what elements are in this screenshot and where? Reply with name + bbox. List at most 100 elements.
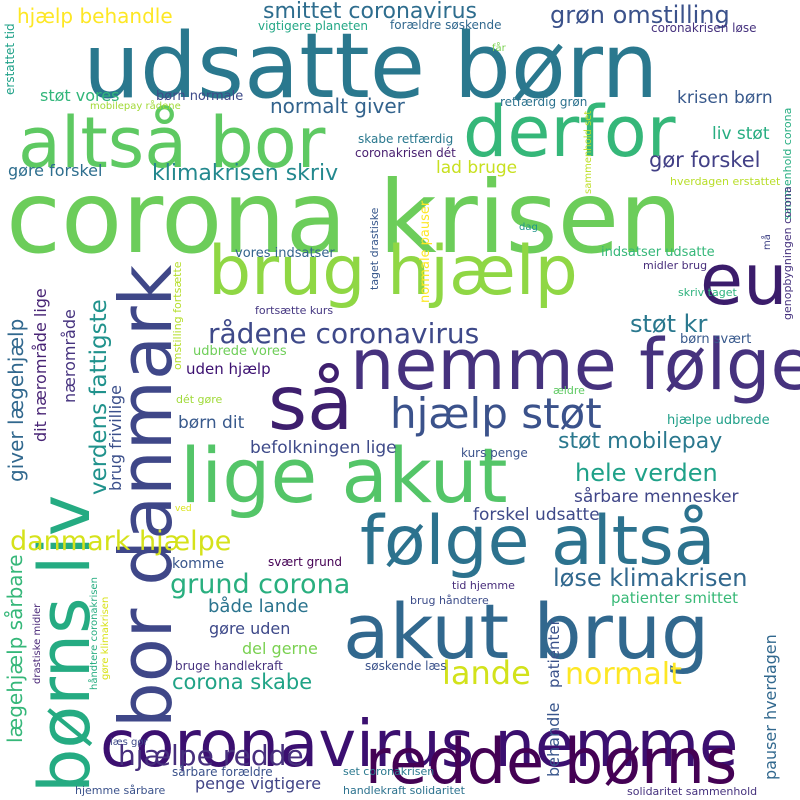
word-saarbare-foraeldre: sårbare forældre [172,765,273,779]
word-normale-pauser: normale pauser [418,200,433,303]
word-laegehjaelp-saarbare: lægehjælp sårbare [3,554,27,743]
word-set-coronakrisen: set coronakrisen [343,765,435,778]
word-tid-hjemme: tid hjemme [452,579,515,592]
word-danmark-hjaelpe: danmark hjælpe [10,526,232,557]
word-brug-frivillige: brug frivillige [106,384,125,491]
word-del-gerne: del gerne [242,639,318,658]
word-befolkningen-lige: befolkningen lige [250,438,397,458]
word-hjaelp-stoet: hjælp støt [390,389,602,438]
word-aeldre: ældre [553,384,585,397]
word-goere-klimakrisen: gøre klimakrisen [100,596,111,680]
word-udsatte-boern: udsatte børn [83,14,659,119]
word-grund-corona: grund corona [170,569,351,600]
word-naeromraade: nærområde [60,309,79,403]
word-soeskende-laes: søskende læs [365,659,447,673]
word-hverdagen-erstattet: hverdagen erstattet [670,175,781,188]
word-groen-omstilling: grøn omstilling [550,1,730,29]
word-sammenhold-set: sammenhold set [583,110,594,194]
word-stoet-kr: støt kr [630,310,708,338]
word-klimakrisen-skriv: klimakrisen skriv [152,161,339,186]
word-patienter: patienter [545,619,563,688]
word-taget-drastiske: taget drastiske [368,207,381,290]
word-foraeldre-soeskende: forældre søskende [390,18,502,32]
word-baade-lande: både lande [208,596,309,617]
word-krisen-boern: krisen børn [677,88,773,108]
word-maa: må [762,234,773,250]
word-omstilling-fortsaette: omstilling fortsætte [171,261,184,370]
word-handlekraft-solidaritet: handlekraft solidaritet [343,784,465,797]
word-fortsaette-kurs: fortsætte kurs [255,304,334,317]
word-raadene-coronavirus: rådene coronavirus [208,317,480,350]
word-normalt-giver: normalt giver [270,94,405,118]
word-brug-haandtere: brug håndtere [410,594,489,607]
word-midler-brug: midler brug [643,259,708,272]
word-stoet-vores: støt vores [40,86,120,105]
word-nemme-foelge: nemme følge [350,324,800,406]
word-dag: dag [519,222,538,233]
word-bruge-handlekraft: bruge handlekraft [175,659,283,673]
word-foelge-altsaa: følge altså [360,502,716,581]
word-forskel-udsatte: forskel udsatte [473,505,600,525]
word-retfaerdig-groen: retfærdig grøn [500,95,588,109]
word-akut-brug: akut brug [343,587,710,676]
word-faar: får [492,43,506,54]
word-saarbare-mennesker: sårbare mennesker [574,487,739,507]
word-brug-hjaelp: brug hjælp [208,232,578,311]
word-kurs-penge: kurs penge [461,446,528,460]
word-lad-bruge: lad bruge [436,158,518,178]
word-giver-laegehjaelp: giver lægehjælp [4,318,28,482]
word-loese-klimakrisen: løse klimakrisen [553,564,748,592]
word-haandtere-coronakrisen: håndtere coronakrisen [89,577,100,690]
word-patienter-smittet: patienter smittet [611,589,739,607]
word-svaert-grund: svært grund [268,555,342,569]
word-vigtigere-planeten: vigtigere planeten [258,19,368,33]
word-genopbygningen-corona: genopbygningen corona [781,186,794,320]
word-altsaa-bor: altså bor [18,102,326,184]
word-solidaritet-sammenhold: solidaritet sammenhold [627,785,758,798]
word-vores-indsatser: vores indsatser [235,246,335,261]
word-corona-krisen: corona krisen [6,159,683,276]
word-hjaelpe-udbrede: hjælpe udbrede [667,413,770,428]
word-pauser-hverdagen: pauser hverdagen [761,634,780,780]
word-normalt: normalt [565,657,682,692]
word-dit-naeromraade-lige: dit nærområde lige [31,288,50,442]
word-goere-forskel: gøre forskel [8,161,103,180]
word-ved: ved [175,504,192,514]
word-det-goere: dét gøre [176,393,223,406]
word-stoet-mobilepay: støt mobilepay [558,429,723,454]
word-boern-dit: børn dit [178,413,245,433]
word-drastiske-midler: drastiske midler [32,603,43,684]
word-corona-skabe: corona skabe [172,670,313,694]
word-hjemme-saarbare: hjemme sårbare [75,784,166,797]
word-boern-normale: børn normale [156,89,244,104]
word-eu: eu [700,239,788,321]
word-lande: lande [442,654,531,692]
word-erstattet-tid: erstattet tid [3,23,17,95]
word-derfor: derfor [463,91,676,173]
word-behandle: behandle [544,702,563,777]
word-hjaelpe-redde: hjælpe redde [118,739,304,772]
word-boern-svaert: børn svært [680,332,752,347]
word-coronakrisen-loese: coronakrisen løse [651,21,757,35]
word-lige-akut: lige akut [180,431,508,520]
word-smittet-coronavirus: smittet coronavirus [263,0,477,24]
word-hele-verden: hele verden [575,459,718,487]
word-udbrede-vores: udbrede vores [193,344,287,359]
word-uden-hjaelp: uden hjælp [186,360,271,378]
word-indsatser-udsatte: indsatser udsatte [601,245,715,260]
word-penge-vigtigere: penge vigtigere [195,774,322,793]
word-saa: så [268,359,354,447]
word-mobilepay-raadene: mobilepay rådene [90,101,181,112]
word-coronakrisen-det: coronakrisen dét [355,146,456,160]
word-liv-stoet: liv støt [712,124,770,144]
word-laes-goer: læs gør [110,737,148,748]
word-skabe-retfaerdig: skabe retfærdig [358,132,454,146]
word-skriv-taget: skriv taget [678,286,737,299]
word-komme: komme [172,556,225,572]
word-redde-boerns: redde børns [365,725,738,798]
word-hjaelp-behandle: hjælp behandle [17,4,173,28]
word-goer-forskel: gør forskel [649,148,761,172]
word-coronavirus-nemme: coronavirus nemme [100,708,739,782]
word-goere-uden: gøre uden [209,619,291,638]
